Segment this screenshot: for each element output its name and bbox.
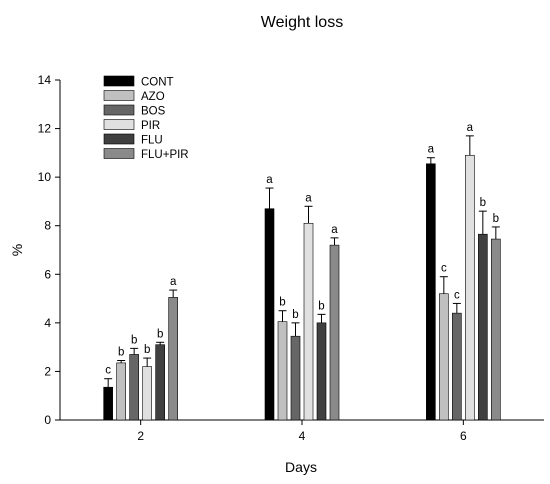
bar [116, 362, 126, 421]
y-tick-label: 6 [44, 267, 51, 281]
significance-label: a [170, 276, 177, 288]
bar [290, 335, 301, 421]
x-tick-label: 4 [299, 429, 306, 443]
significance-label: a [305, 192, 312, 204]
bar [452, 312, 462, 421]
legend-swatch [103, 75, 135, 87]
significance-label: b [157, 328, 163, 340]
bar [478, 233, 488, 421]
legend-label: CONT [141, 77, 174, 89]
legend-label: PIR [141, 120, 160, 132]
significance-label: a [266, 174, 273, 186]
significance-label: a [467, 122, 474, 134]
bar [426, 163, 436, 421]
legend-swatch [103, 119, 135, 130]
y-tick-label: 14 [38, 73, 52, 87]
legend-label: FLU+PIR [141, 149, 189, 161]
legend-swatch [103, 133, 135, 145]
bar [439, 293, 449, 421]
legend-label: AZO [141, 91, 165, 103]
y-tick-label: 4 [44, 316, 51, 330]
chart-title: Weight loss [261, 14, 343, 31]
bar [303, 222, 314, 421]
legend-swatch [103, 90, 135, 101]
bar [316, 322, 327, 421]
y-tick-label: 8 [44, 219, 51, 233]
significance-label: c [105, 365, 111, 377]
bar [155, 344, 165, 421]
legend-label: BOS [141, 106, 166, 118]
bar [329, 244, 340, 421]
y-tick-label: 12 [38, 122, 52, 136]
bar [168, 297, 178, 421]
legend-label: FLU [141, 135, 163, 147]
y-tick-label: 10 [38, 170, 52, 184]
bar [264, 208, 275, 421]
significance-label: b [493, 213, 499, 225]
x-tick-label: 6 [460, 429, 467, 443]
significance-label: b [279, 297, 285, 309]
significance-label: b [144, 344, 150, 356]
legend: CONT AZO BOS PIR FLU FLU+PIR [103, 75, 189, 161]
bar [491, 238, 501, 421]
significance-label: a [428, 144, 435, 156]
y-tick-label: 2 [44, 364, 51, 378]
y-axis-label: % [9, 244, 25, 256]
significance-label: c [454, 289, 460, 301]
legend-swatch [103, 104, 135, 116]
significance-label: b [480, 197, 486, 209]
legend-swatch [103, 148, 135, 159]
significance-label: b [292, 309, 298, 321]
bar [129, 354, 139, 421]
bar [465, 154, 475, 421]
significance-label: c [441, 263, 447, 275]
significance-label: b [131, 334, 137, 346]
significance-label: b [118, 347, 124, 359]
significance-label: a [331, 224, 338, 236]
x-tick-label: 2 [137, 429, 144, 443]
y-tick-label: 0 [44, 413, 51, 427]
x-axis-label: Days [285, 459, 317, 475]
bar [103, 386, 113, 421]
bar [277, 321, 288, 421]
bar [142, 366, 152, 421]
significance-label: b [318, 300, 324, 312]
